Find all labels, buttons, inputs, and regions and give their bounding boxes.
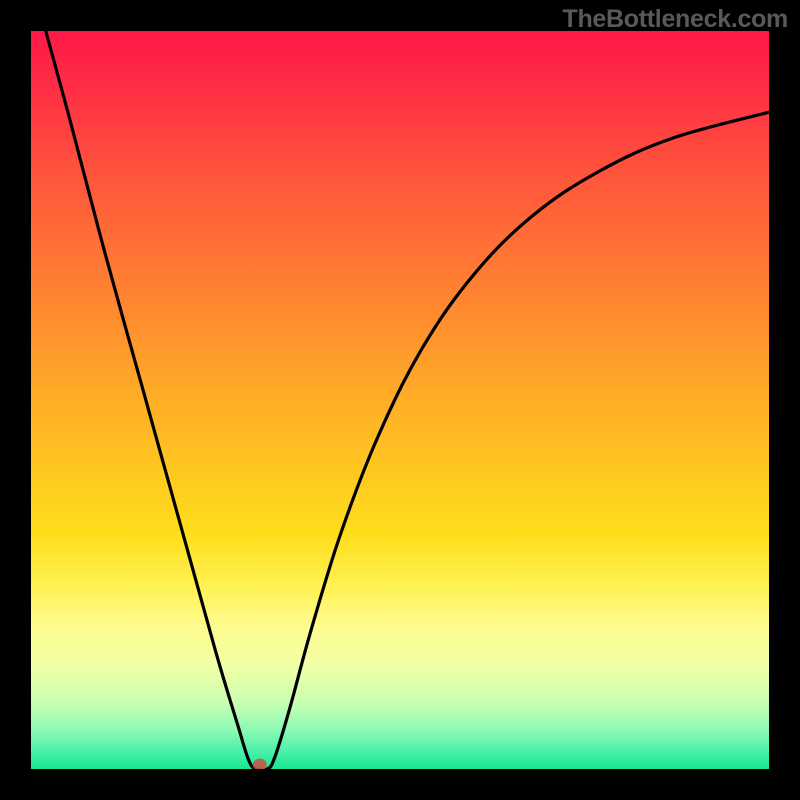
gradient-background [31, 31, 769, 769]
minimum-marker [253, 759, 267, 771]
bottleneck-chart [0, 0, 800, 800]
watermark-text: TheBottleneck.com [562, 5, 788, 34]
chart-canvas: TheBottleneck.com [0, 0, 800, 800]
